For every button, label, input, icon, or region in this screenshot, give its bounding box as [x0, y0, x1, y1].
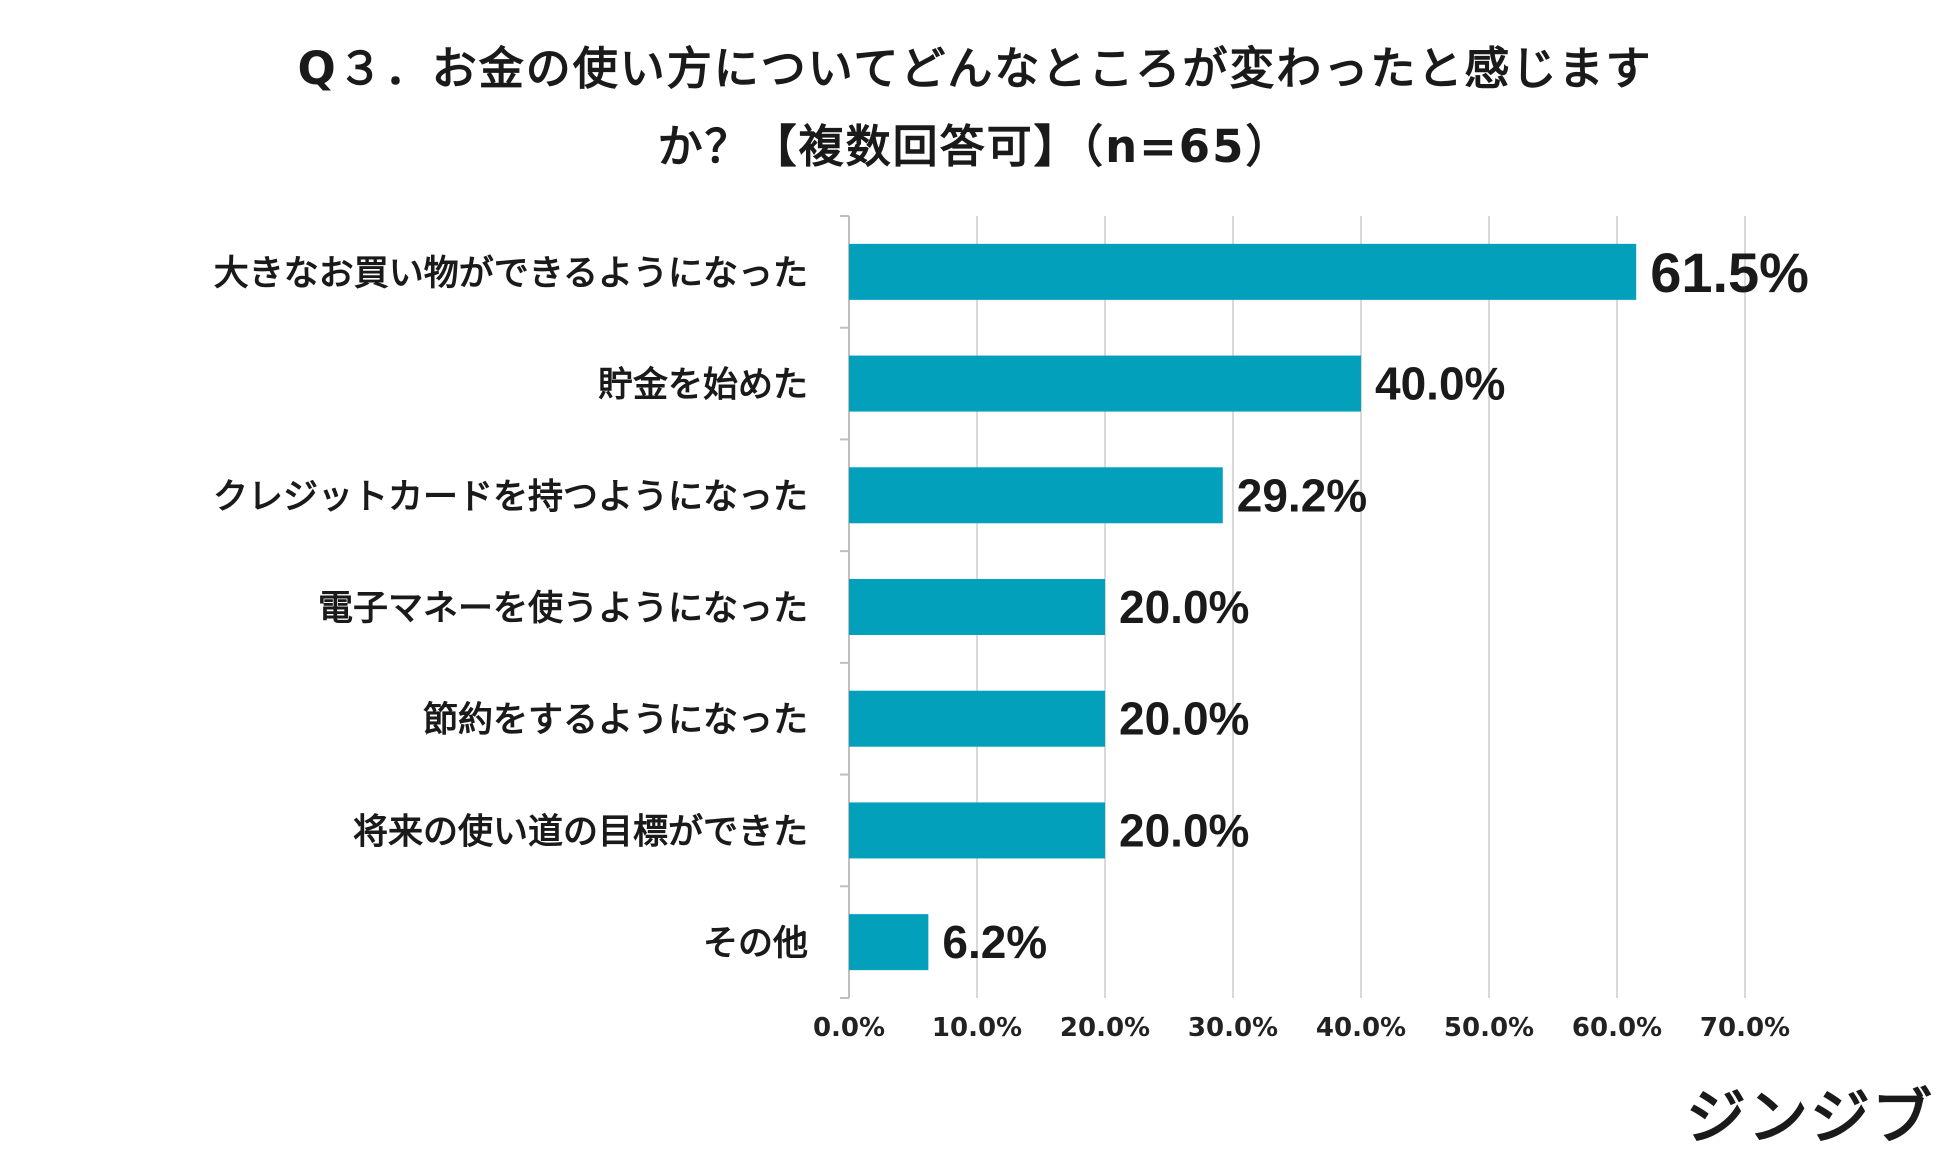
bar: [849, 243, 1637, 300]
bar: [849, 467, 1223, 524]
category-label: 貯金を始めた: [598, 365, 808, 406]
x-tick-label: 60.0%: [1572, 1013, 1662, 1043]
value-labels: 61.5% 40.0% 29.2% 20.0% 20.0% 20.0% 6.2%: [942, 241, 1809, 968]
category-label: 大きなお買い物ができるようになった: [214, 254, 808, 294]
x-tick-label: 50.0%: [1444, 1013, 1534, 1043]
value-label: 61.5%: [1650, 241, 1809, 304]
category-label: 将来の使い道の目標ができた: [353, 812, 808, 852]
category-label: 節約をするようになった: [423, 701, 808, 741]
bar: [849, 579, 1105, 635]
chart-title-line-1: Q３．お金の使い方についてどんなところが変わったと感じます: [297, 42, 1653, 95]
bar: [849, 802, 1105, 859]
value-label: 20.0%: [1119, 693, 1249, 745]
chart-title-line-2: か？【複数回答可】（n=65）: [657, 120, 1293, 173]
x-tick-label: 40.0%: [1316, 1013, 1406, 1043]
x-tick-label: 0.0%: [813, 1013, 885, 1043]
value-label: 20.0%: [1119, 804, 1249, 856]
value-label: 29.2%: [1237, 469, 1367, 521]
category-label: その他: [703, 924, 808, 964]
category-label: クレジットカードを持つようになった: [213, 477, 808, 517]
bars: [849, 243, 1637, 971]
x-tick-label: 70.0%: [1700, 1013, 1790, 1043]
category-labels: 大きなお買い物ができるようになった貯金を始めたクレジットカードを持つようになった…: [213, 254, 808, 964]
x-tick-label: 20.0%: [1060, 1013, 1150, 1043]
x-tick-label: 10.0%: [932, 1013, 1022, 1043]
value-label: 40.0%: [1375, 358, 1505, 410]
company-logo: ジンジブ: [1686, 1083, 1934, 1153]
category-label: 電子マネーを使うようになった: [318, 589, 808, 629]
bar: [849, 914, 929, 971]
value-label: 20.0%: [1119, 581, 1249, 633]
x-tick-label: 30.0%: [1188, 1013, 1278, 1043]
chart-title: Q３．お金の使い方についてどんなところが変わったと感じます か？【複数回答可】（…: [0, 30, 1950, 186]
axis: [840, 215, 850, 999]
bar: [849, 690, 1105, 747]
x-tick-labels: 0.0% 10.0% 20.0% 30.0% 40.0% 50.0% 60.0% 70.0%: [813, 1013, 1790, 1043]
bar: [849, 355, 1361, 412]
value-label: 6.2%: [942, 916, 1047, 968]
gridlines: [976, 216, 1746, 998]
